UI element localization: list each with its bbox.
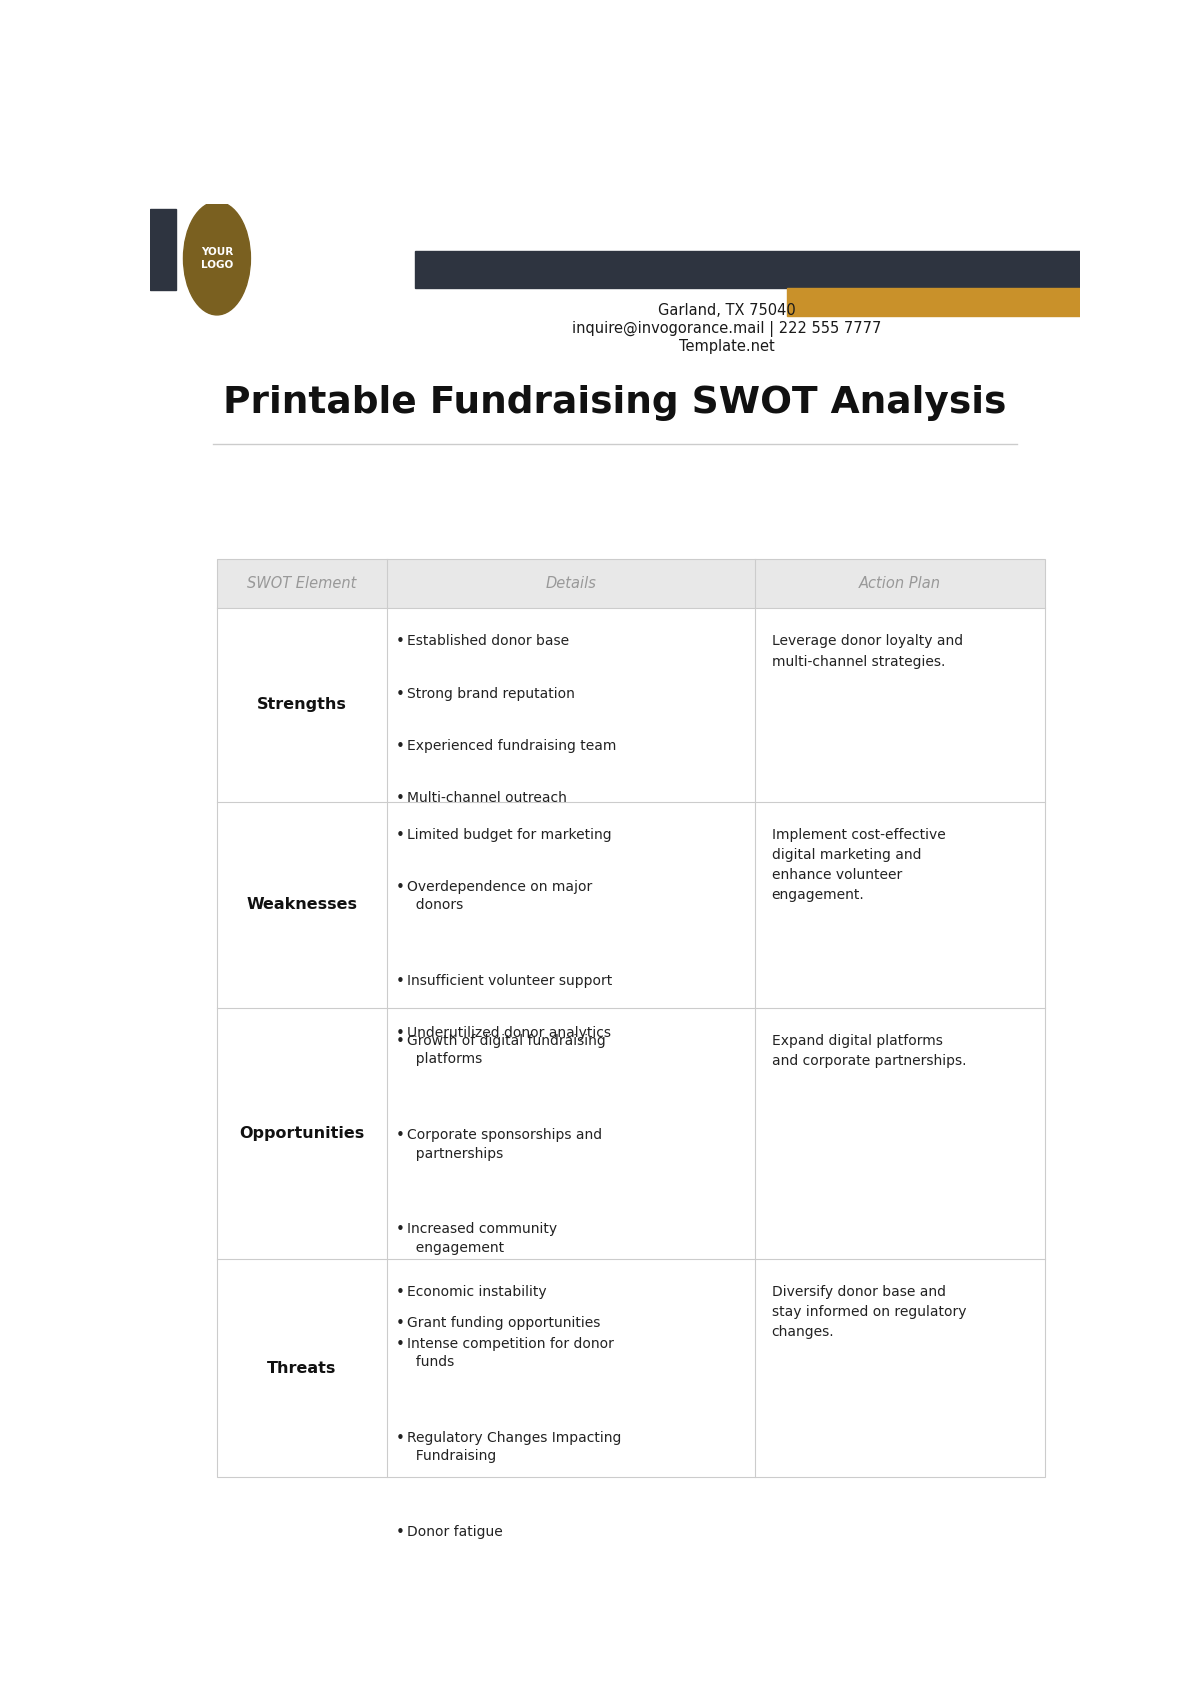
Text: Overdependence on major
  donors: Overdependence on major donors [407, 880, 593, 912]
Text: Diversify donor base and
stay informed on regulatory
changes.: Diversify donor base and stay informed o… [772, 1286, 966, 1338]
Text: Limited budget for marketing: Limited budget for marketing [407, 828, 612, 841]
Text: Established donor base: Established donor base [407, 634, 569, 648]
Text: Expand digital platforms
and corporate partnerships.: Expand digital platforms and corporate p… [772, 1035, 966, 1068]
Text: YOUR
LOGO: YOUR LOGO [200, 248, 233, 270]
Bar [150, 209, 176, 290]
Text: Experienced fundraising team: Experienced fundraising team [407, 739, 617, 753]
Text: Underutilized donor analytics: Underutilized donor analytics [407, 1026, 611, 1040]
Text: Leverage donor loyalty and
multi-channel strategies.: Leverage donor loyalty and multi-channel… [772, 634, 962, 668]
Text: •: • [396, 828, 404, 843]
Text: Strong brand reputation: Strong brand reputation [407, 687, 575, 700]
Text: •: • [396, 974, 404, 989]
Text: •: • [396, 634, 404, 650]
Text: •: • [396, 880, 404, 895]
Text: Multi-channel outreach: Multi-channel outreach [407, 792, 566, 806]
Text: •: • [396, 1223, 404, 1236]
Text: •: • [396, 739, 404, 755]
Text: SWOT Element: SWOT Element [247, 577, 356, 590]
Text: •: • [396, 1035, 404, 1050]
Text: Grant funding opportunities: Grant funding opportunities [407, 1316, 600, 1330]
Text: Economic instability: Economic instability [407, 1286, 547, 1299]
Text: Implement cost-effective
digital marketing and
enhance volunteer
engagement.: Implement cost-effective digital marketi… [772, 828, 946, 902]
Text: •: • [396, 1128, 404, 1143]
Text: Opportunities: Opportunities [239, 1126, 365, 1141]
Text: •: • [396, 1026, 404, 1041]
Text: Threats: Threats [268, 1360, 336, 1375]
Bar [217, 558, 1045, 1477]
Bar [415, 251, 1080, 288]
Text: •: • [396, 687, 404, 702]
Ellipse shape [184, 202, 251, 315]
Text: Increased community
  engagement: Increased community engagement [407, 1223, 557, 1255]
Text: •: • [396, 1316, 404, 1331]
Text: Printable Fundraising SWOT Analysis: Printable Fundraising SWOT Analysis [223, 385, 1007, 421]
Text: Weaknesses: Weaknesses [246, 897, 358, 912]
Text: Growth of digital fundraising
  platforms: Growth of digital fundraising platforms [407, 1035, 606, 1067]
Text: inquire@invogorance.mail | 222 555 7777: inquire@invogorance.mail | 222 555 7777 [572, 321, 881, 338]
Text: •: • [396, 792, 404, 806]
Text: Details: Details [545, 577, 596, 590]
Text: •: • [396, 1336, 404, 1352]
Text: •: • [396, 1525, 404, 1540]
Bar [787, 288, 1080, 317]
Text: Corporate sponsorships and
  partnerships: Corporate sponsorships and partnerships [407, 1128, 602, 1160]
Text: Intense competition for donor
  funds: Intense competition for donor funds [407, 1336, 614, 1369]
Text: Garland, TX 75040: Garland, TX 75040 [658, 304, 796, 317]
Text: Donor fatigue: Donor fatigue [407, 1525, 503, 1538]
Text: Strengths: Strengths [257, 697, 347, 712]
Text: •: • [396, 1431, 404, 1447]
Bar [217, 558, 1045, 609]
Text: Insufficient volunteer support: Insufficient volunteer support [407, 974, 612, 989]
Text: •: • [396, 1286, 404, 1299]
Text: Regulatory Changes Impacting
  Fundraising: Regulatory Changes Impacting Fundraising [407, 1431, 622, 1464]
Text: Action Plan: Action Plan [859, 577, 941, 590]
Text: Template.net: Template.net [679, 339, 774, 354]
